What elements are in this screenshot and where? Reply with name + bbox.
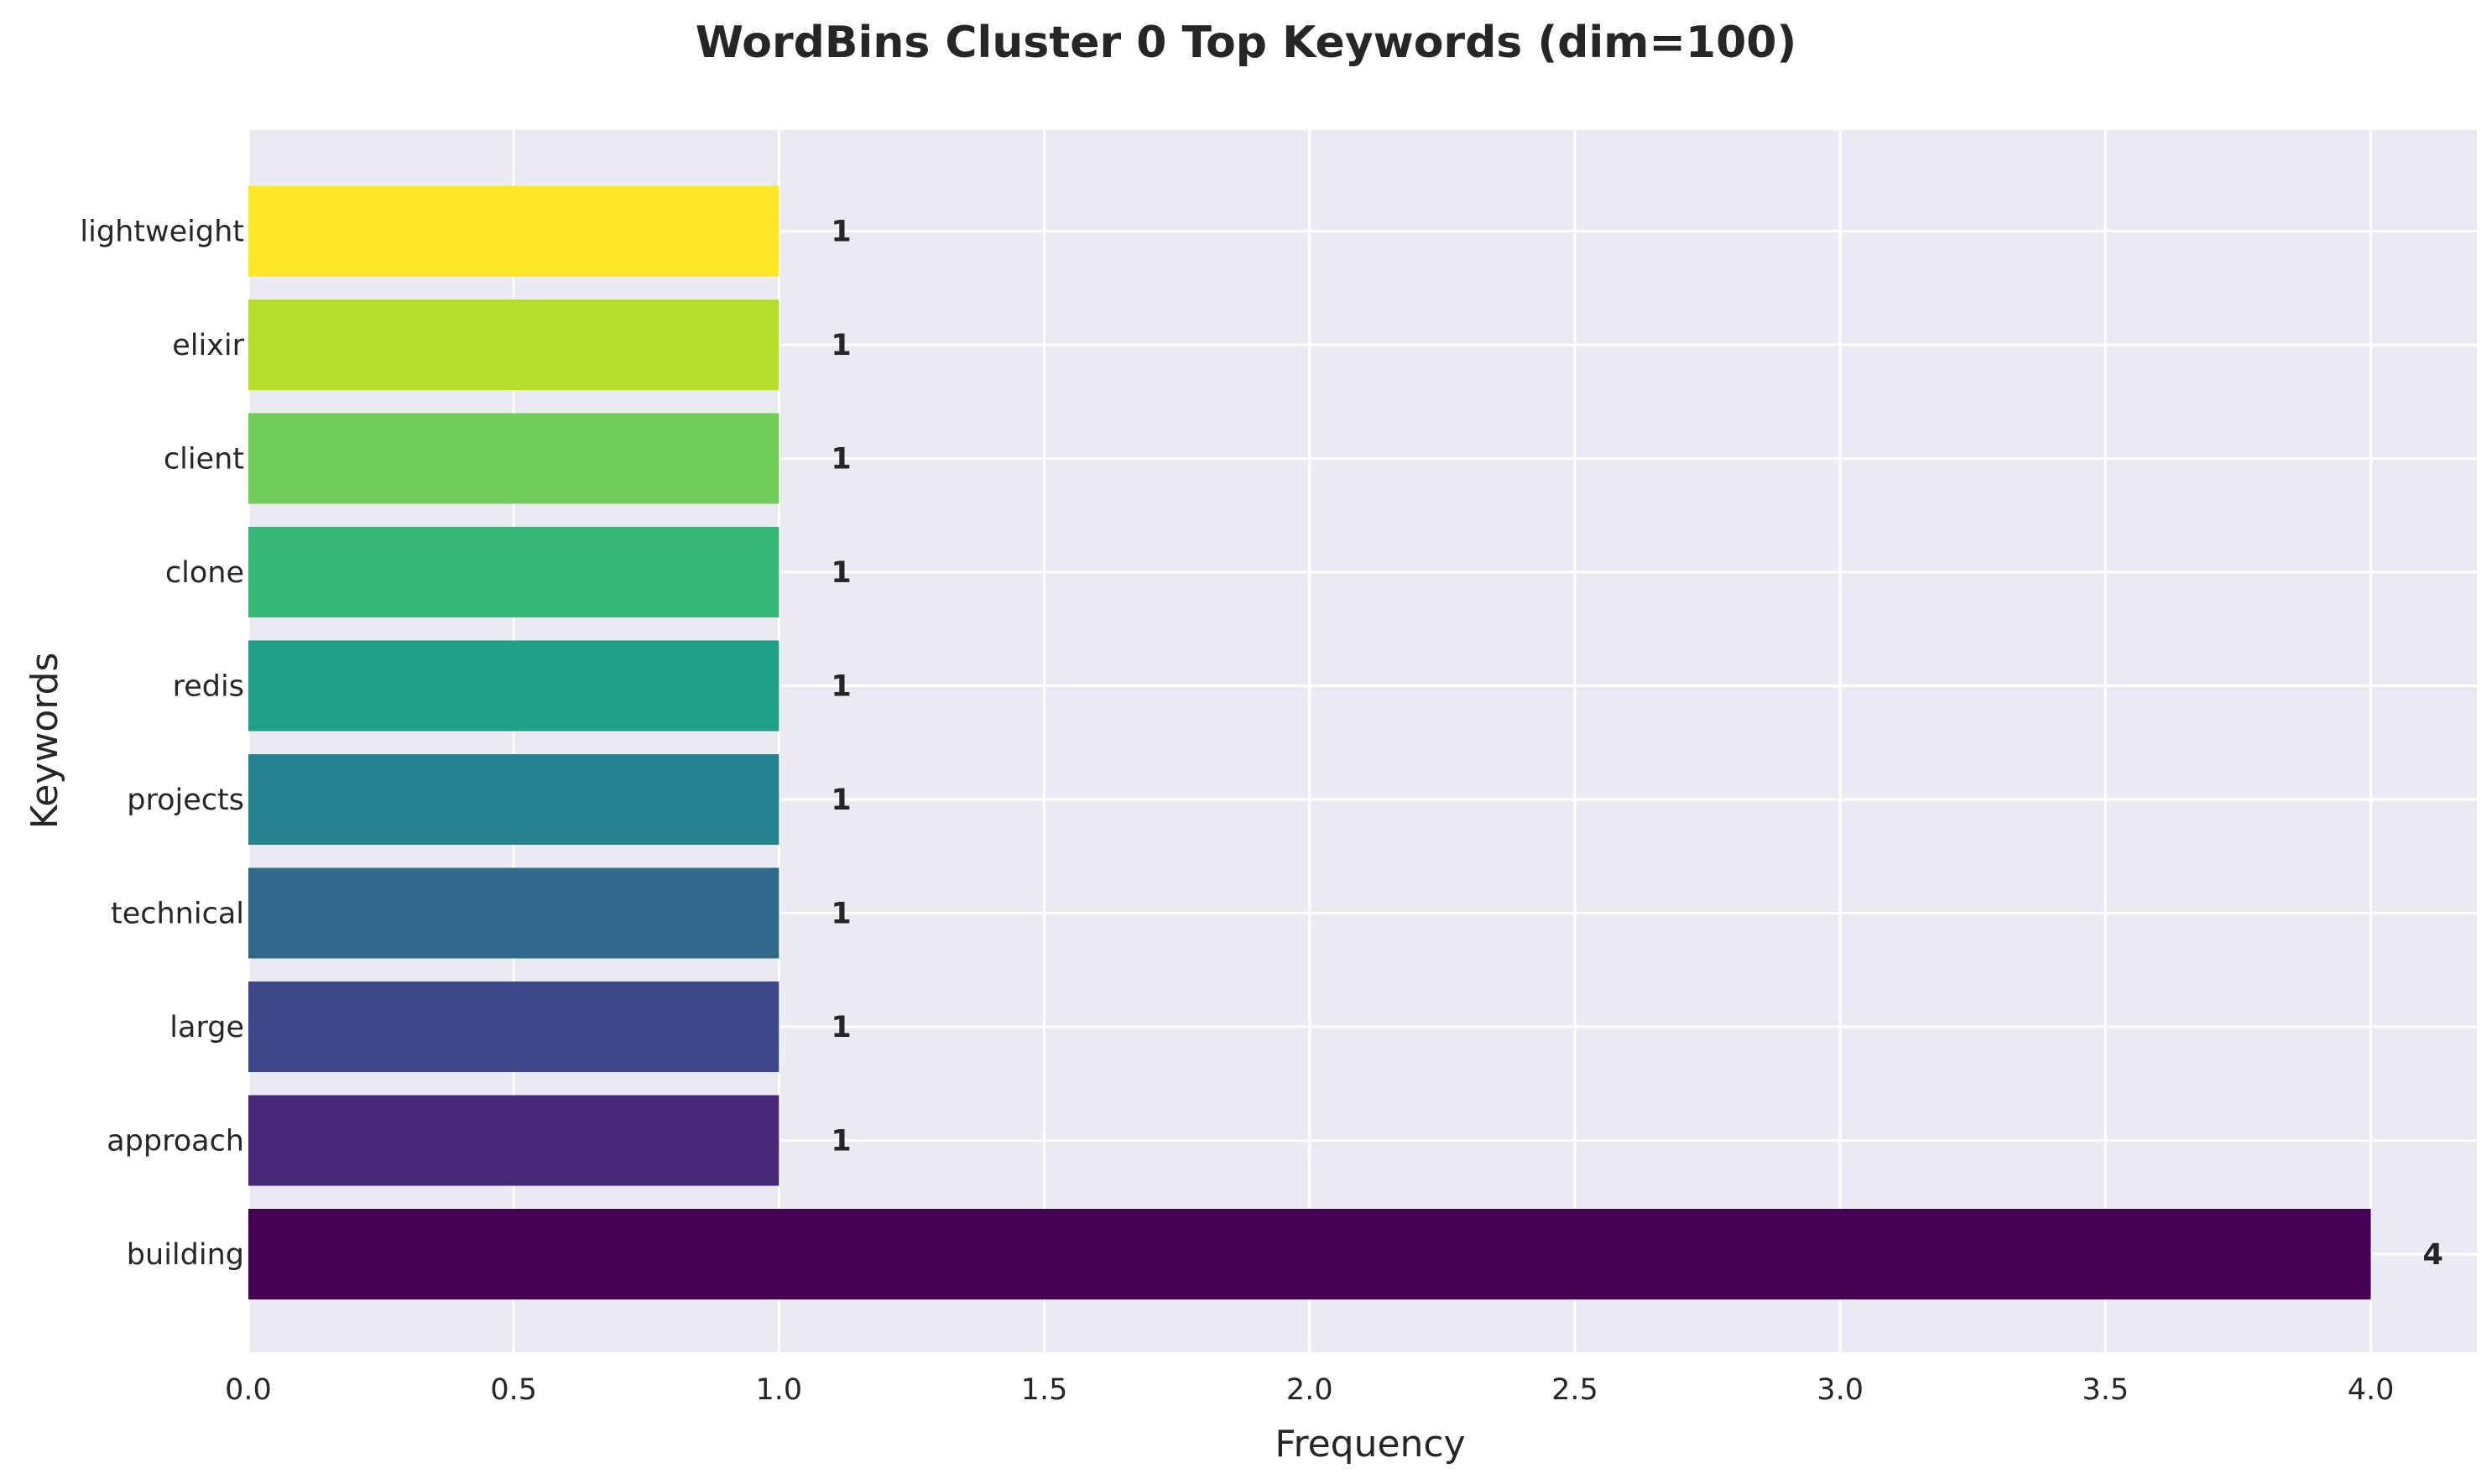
data-label-client: 1 — [831, 443, 851, 476]
x-tick-label: 2.0 — [1286, 1373, 1333, 1407]
data-label-approach: 1 — [831, 1125, 851, 1159]
y-tick-labels: building approach large technical projects re… — [80, 216, 244, 1273]
data-label-redis: 1 — [831, 670, 851, 704]
bar-approach — [248, 1095, 779, 1186]
bar-lightweight — [248, 185, 779, 277]
x-tick-label: 3.5 — [2082, 1373, 2129, 1407]
x-tick-label: 1.0 — [756, 1373, 803, 1407]
x-tick-label: 1.5 — [1021, 1373, 1068, 1407]
bar-clone — [248, 527, 779, 617]
y-tick-label-technical: technical — [111, 898, 244, 931]
y-tick-label-elixir: elixir — [172, 329, 244, 362]
y-tick-label-clone: clone — [165, 556, 244, 590]
y-tick-label-building: building — [127, 1238, 244, 1272]
y-tick-label-lightweight: lightweight — [80, 216, 244, 249]
x-tick-label: 3.0 — [1817, 1373, 1864, 1407]
bar-elixir — [248, 299, 779, 390]
y-axis-label: Keywords — [23, 653, 66, 830]
data-label-clone: 1 — [831, 556, 851, 590]
y-tick-label-client: client — [164, 443, 244, 476]
x-tick-label: 2.5 — [1551, 1373, 1598, 1407]
x-axis-label: Frequency — [1275, 1423, 1465, 1466]
y-tick-label-projects: projects — [127, 784, 244, 817]
bars — [248, 185, 2371, 1299]
bar-projects — [248, 754, 779, 845]
data-label-building: 4 — [2423, 1238, 2443, 1272]
y-tick-label-approach: approach — [107, 1125, 244, 1159]
x-tick-label: 4.0 — [2348, 1373, 2395, 1407]
x-tick-labels: 0.0 0.5 1.0 1.5 2.0 2.5 3.0 3.5 4.0 — [225, 1373, 2394, 1407]
y-tick-label-redis: redis — [173, 670, 244, 704]
x-tick-label: 0.5 — [490, 1373, 537, 1407]
bar-redis — [248, 640, 779, 732]
chart-title: WordBins Cluster 0 Top Keywords (dim=100… — [696, 18, 1796, 68]
data-label-projects: 1 — [831, 784, 851, 817]
data-label-large: 1 — [831, 1011, 851, 1044]
bar-client — [248, 413, 779, 504]
x-tick-label: 0.0 — [225, 1373, 272, 1407]
data-label-lightweight: 1 — [831, 216, 851, 249]
bar-building — [248, 1209, 2371, 1299]
bar-large — [248, 982, 779, 1072]
y-tick-label-large: large — [169, 1011, 244, 1044]
data-label-elixir: 1 — [831, 329, 851, 362]
data-label-technical: 1 — [831, 898, 851, 931]
data-labels: 4 1 1 1 1 1 1 1 1 1 — [831, 216, 2443, 1273]
bar-technical — [248, 867, 779, 959]
